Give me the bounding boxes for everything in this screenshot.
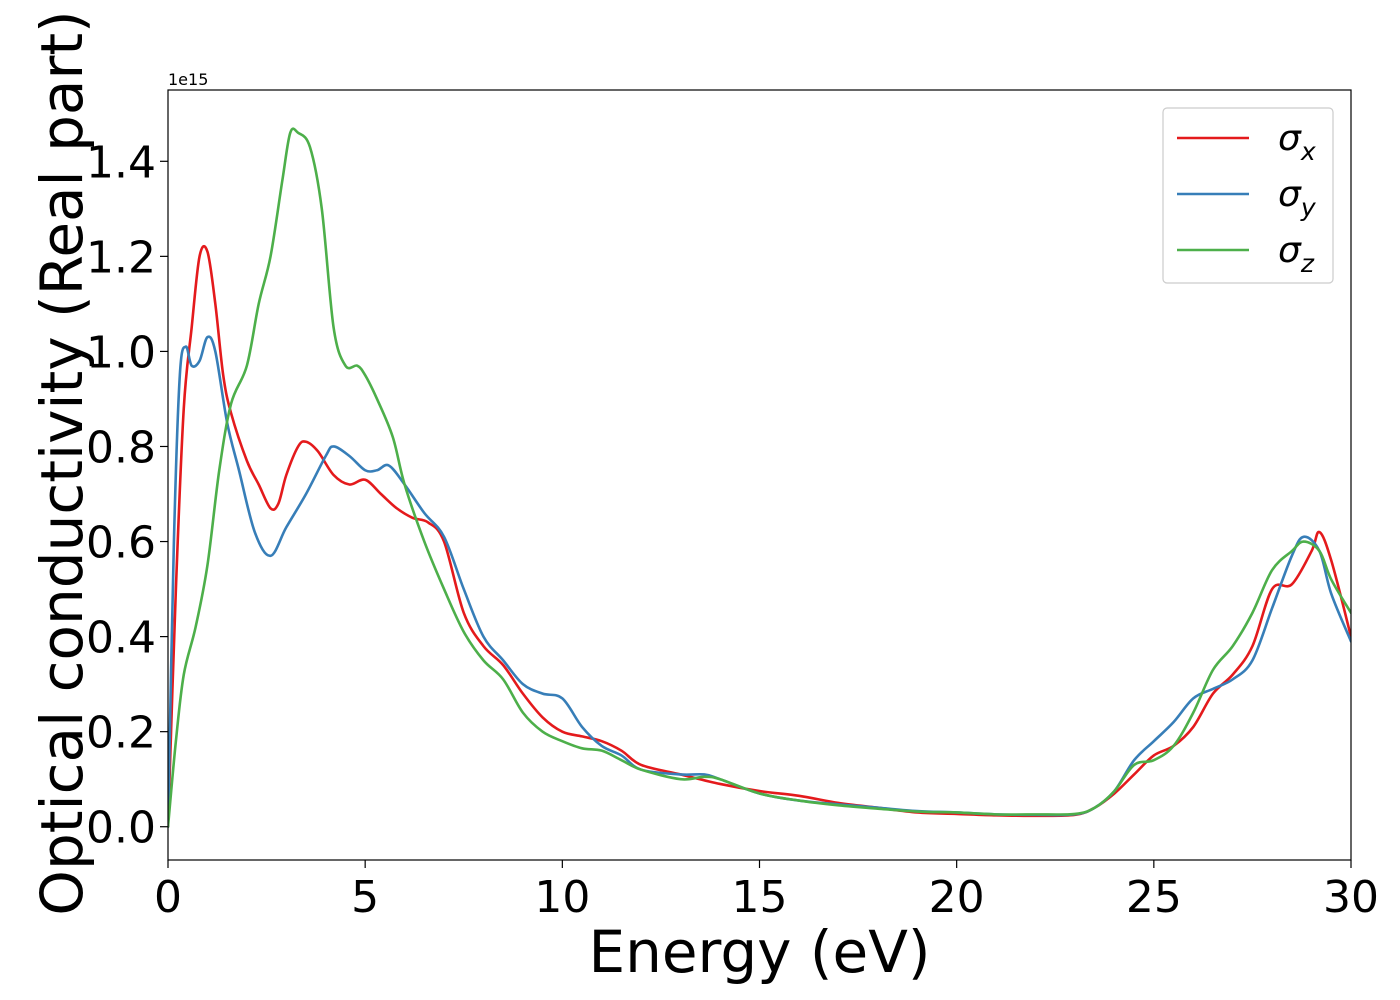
y-axis-label: Optical conductivity (Real part) [28,10,96,915]
series-line-sigma-y [168,335,1351,829]
x-axis: 0 5 10 15 20 25 30 [154,860,1379,923]
y-tick-label: 1.4 [86,137,156,188]
y-tick-label: 0.4 [86,613,156,664]
y-tick-label: 0.2 [86,708,156,759]
x-tick-label: 5 [351,872,379,923]
series-line-sigma-z [168,127,1351,829]
x-tick-label: 25 [1126,872,1182,923]
y-axis: 0.0 0.2 0.4 0.6 0.8 1.0 1.2 1.4 [86,137,168,854]
x-tick-label: 30 [1323,872,1379,923]
legend-label-sigma-y: σy [1278,174,1317,222]
x-axis-label: Energy (eV) [588,918,930,986]
y-tick-label: 0.6 [86,518,156,569]
legend-label-sigma-x: σx [1278,118,1316,166]
y-tick-label: 0.0 [86,803,156,854]
x-tick-label: 0 [154,872,182,923]
series-layer [168,127,1351,829]
y-tick-label: 0.8 [86,422,156,473]
y-offset-label: 1e15 [168,70,208,89]
x-tick-label: 15 [732,872,788,923]
y-tick-label: 1.0 [86,327,156,378]
x-tick-label: 10 [534,872,590,923]
legend-box [1162,107,1334,284]
x-tick-label: 20 [929,872,985,923]
legend: σx σy σz [1162,107,1334,284]
y-tick-label: 1.2 [86,232,156,283]
legend-label-sigma-z: σz [1278,230,1315,278]
